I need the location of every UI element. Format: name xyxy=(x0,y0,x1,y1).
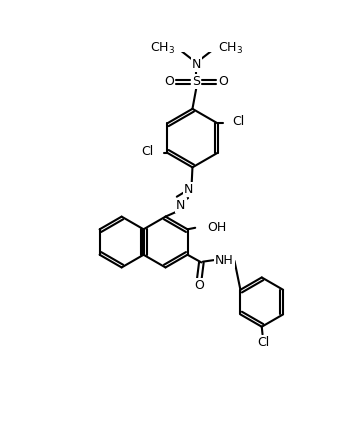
Text: O: O xyxy=(218,75,228,89)
Text: CH$_3$: CH$_3$ xyxy=(150,41,175,56)
Text: O: O xyxy=(194,279,204,292)
Text: N: N xyxy=(176,199,186,212)
Text: N: N xyxy=(184,183,193,196)
Text: Cl: Cl xyxy=(257,336,269,349)
Text: NH: NH xyxy=(215,254,234,267)
Text: O: O xyxy=(164,75,174,89)
Text: OH: OH xyxy=(207,220,227,234)
Text: N: N xyxy=(191,58,201,71)
Text: CH$_3$: CH$_3$ xyxy=(218,41,243,56)
Text: Cl: Cl xyxy=(141,145,153,158)
Text: S: S xyxy=(192,75,200,89)
Text: Cl: Cl xyxy=(232,115,245,128)
